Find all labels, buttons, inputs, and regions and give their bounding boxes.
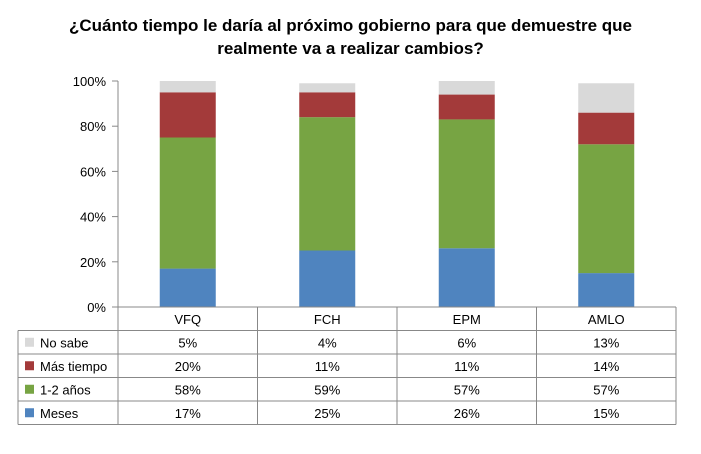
x-tick-label: VFQ — [174, 312, 201, 327]
chart-title: ¿Cuánto tiempo le daría al próximo gobie… — [0, 14, 701, 60]
bar-segment — [438, 248, 495, 307]
y-tick-label: 0% — [87, 300, 106, 315]
data-label: 5% — [178, 335, 197, 350]
legend-entry: No sabe — [40, 335, 88, 350]
data-label: 58% — [175, 382, 201, 397]
data-label: 20% — [175, 359, 201, 374]
y-tick-label: 40% — [80, 210, 106, 225]
bar-segment — [299, 92, 356, 118]
x-tick-label: FCH — [314, 312, 341, 327]
data-label: 11% — [454, 359, 479, 374]
bar-segment — [299, 117, 356, 251]
data-label: 13% — [593, 335, 619, 350]
bar-segment — [438, 81, 495, 95]
data-label: 57% — [454, 382, 480, 397]
legend-key — [25, 384, 34, 394]
legend-key — [25, 337, 34, 347]
bar-segment — [578, 144, 635, 274]
x-tick-label: EPM — [453, 312, 481, 327]
legend-key — [25, 408, 34, 418]
bar-segment — [578, 112, 635, 145]
bar-segment — [159, 81, 216, 93]
data-label: 59% — [314, 382, 340, 397]
data-label: 14% — [593, 359, 619, 374]
bar-segment — [578, 273, 635, 307]
data-label: 17% — [175, 406, 201, 421]
bar-segment — [159, 268, 216, 307]
data-label: 6% — [457, 335, 476, 350]
bar-segment — [159, 92, 216, 138]
chart-title-line-1: ¿Cuánto tiempo le daría al próximo gobie… — [69, 16, 632, 35]
data-label: 15% — [593, 406, 619, 421]
y-tick-label: 100% — [73, 74, 107, 89]
bar-segment — [438, 119, 495, 249]
legend-entry: Meses — [40, 406, 79, 421]
bar-segment — [578, 83, 635, 113]
data-label: 4% — [318, 335, 337, 350]
data-label: 26% — [454, 406, 480, 421]
y-tick-label: 20% — [80, 255, 106, 270]
y-tick-label: 60% — [80, 164, 106, 179]
legend-entry: 1-2 años — [40, 382, 91, 397]
x-tick-label: AMLO — [588, 312, 625, 327]
bar-segment — [159, 137, 216, 269]
data-label: 57% — [593, 382, 619, 397]
legend-key — [25, 361, 34, 371]
data-label: 25% — [314, 406, 340, 421]
y-tick-label: 80% — [80, 119, 106, 134]
bar-segment — [299, 83, 356, 93]
data-label: 11% — [315, 359, 340, 374]
bar-segment — [299, 250, 356, 307]
bar-segment — [438, 94, 495, 120]
chart-title-line-2: realmente va a realizar cambios? — [217, 39, 484, 58]
legend-entry: Más tiempo — [40, 359, 107, 374]
